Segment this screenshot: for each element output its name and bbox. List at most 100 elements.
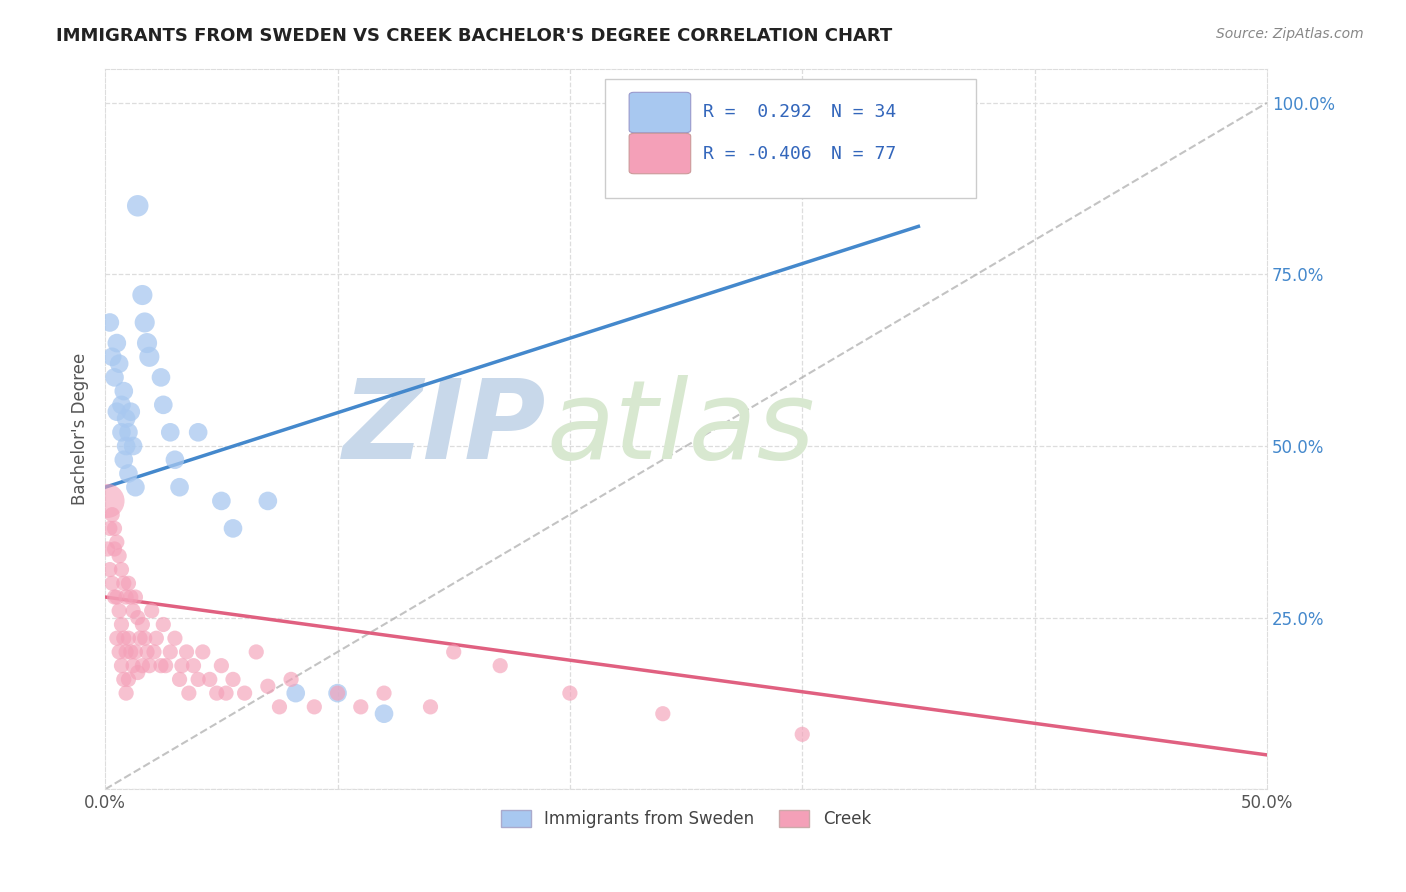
Point (233, 686, 256, 700)
Point (373, 686, 395, 700)
Point (280, 673, 302, 687)
Point (117, 673, 139, 687)
Point (131, 288, 153, 302)
Point (304, 699, 326, 714)
Point (558, 686, 581, 700)
Point (269, 699, 291, 714)
Point (138, 658, 160, 673)
Point (149, 370, 172, 384)
Point (127, 610, 149, 624)
Point (122, 604, 145, 618)
Text: R =  0.292: R = 0.292 (703, 103, 813, 121)
Point (105, 631, 128, 645)
Point (152, 617, 174, 632)
Point (110, 617, 132, 632)
Point (222, 673, 245, 687)
Point (209, 494, 232, 508)
Point (326, 686, 349, 700)
Point (117, 576, 139, 591)
Point (489, 658, 512, 673)
FancyBboxPatch shape (605, 79, 977, 198)
Point (419, 699, 441, 714)
Point (110, 398, 132, 412)
Point (257, 679, 280, 693)
Point (187, 673, 209, 687)
Point (149, 658, 172, 673)
Point (159, 425, 181, 440)
Point (177, 686, 200, 700)
Point (112, 452, 135, 467)
Text: atlas: atlas (547, 376, 815, 483)
Point (187, 425, 209, 440)
Point (103, 370, 125, 384)
Point (120, 645, 142, 659)
Point (373, 706, 395, 721)
Point (350, 699, 373, 714)
Point (117, 425, 139, 440)
Point (792, 727, 814, 741)
Point (129, 631, 152, 645)
Point (96, 541, 118, 556)
Text: R = -0.406: R = -0.406 (703, 145, 813, 162)
Point (134, 631, 156, 645)
Point (134, 316, 156, 330)
Point (131, 617, 153, 632)
Point (124, 480, 146, 494)
Point (101, 350, 124, 364)
Point (98, 521, 121, 535)
Point (245, 645, 267, 659)
Y-axis label: Bachelor's Degree: Bachelor's Degree (72, 352, 89, 505)
FancyBboxPatch shape (628, 134, 690, 174)
Point (143, 645, 166, 659)
Point (141, 604, 163, 618)
Point (124, 590, 146, 604)
Point (112, 631, 135, 645)
Point (163, 631, 186, 645)
Text: N = 34: N = 34 (831, 103, 897, 121)
Point (170, 658, 193, 673)
Point (115, 645, 138, 659)
Point (176, 645, 198, 659)
Point (120, 590, 142, 604)
Point (98, 563, 121, 577)
Point (169, 673, 191, 687)
Point (122, 658, 145, 673)
Point (105, 405, 128, 419)
Point (198, 673, 221, 687)
Point (115, 686, 138, 700)
Point (169, 480, 191, 494)
Point (122, 439, 145, 453)
Point (651, 706, 673, 721)
Point (152, 398, 174, 412)
Text: IMMIGRANTS FROM SWEDEN VS CREEK BACHELOR'S DEGREE CORRELATION CHART: IMMIGRANTS FROM SWEDEN VS CREEK BACHELOR… (56, 27, 893, 45)
Point (101, 576, 124, 591)
Point (120, 405, 142, 419)
Point (155, 658, 177, 673)
Point (103, 541, 125, 556)
Point (105, 336, 128, 351)
Point (209, 658, 232, 673)
Point (103, 521, 125, 535)
Point (108, 549, 131, 563)
Point (257, 494, 280, 508)
Point (145, 631, 167, 645)
Point (191, 645, 214, 659)
Point (115, 439, 138, 453)
Point (136, 645, 159, 659)
Point (127, 199, 149, 213)
Point (163, 452, 186, 467)
Point (127, 665, 149, 680)
Point (222, 521, 245, 535)
Point (183, 658, 205, 673)
Point (284, 686, 307, 700)
Point (112, 384, 135, 398)
Point (124, 645, 146, 659)
Point (96, 494, 118, 508)
Point (105, 590, 128, 604)
Point (110, 563, 132, 577)
Text: Source: ZipAtlas.com: Source: ZipAtlas.com (1216, 27, 1364, 41)
Point (108, 645, 131, 659)
Point (205, 686, 228, 700)
Point (110, 425, 132, 440)
Point (159, 645, 181, 659)
